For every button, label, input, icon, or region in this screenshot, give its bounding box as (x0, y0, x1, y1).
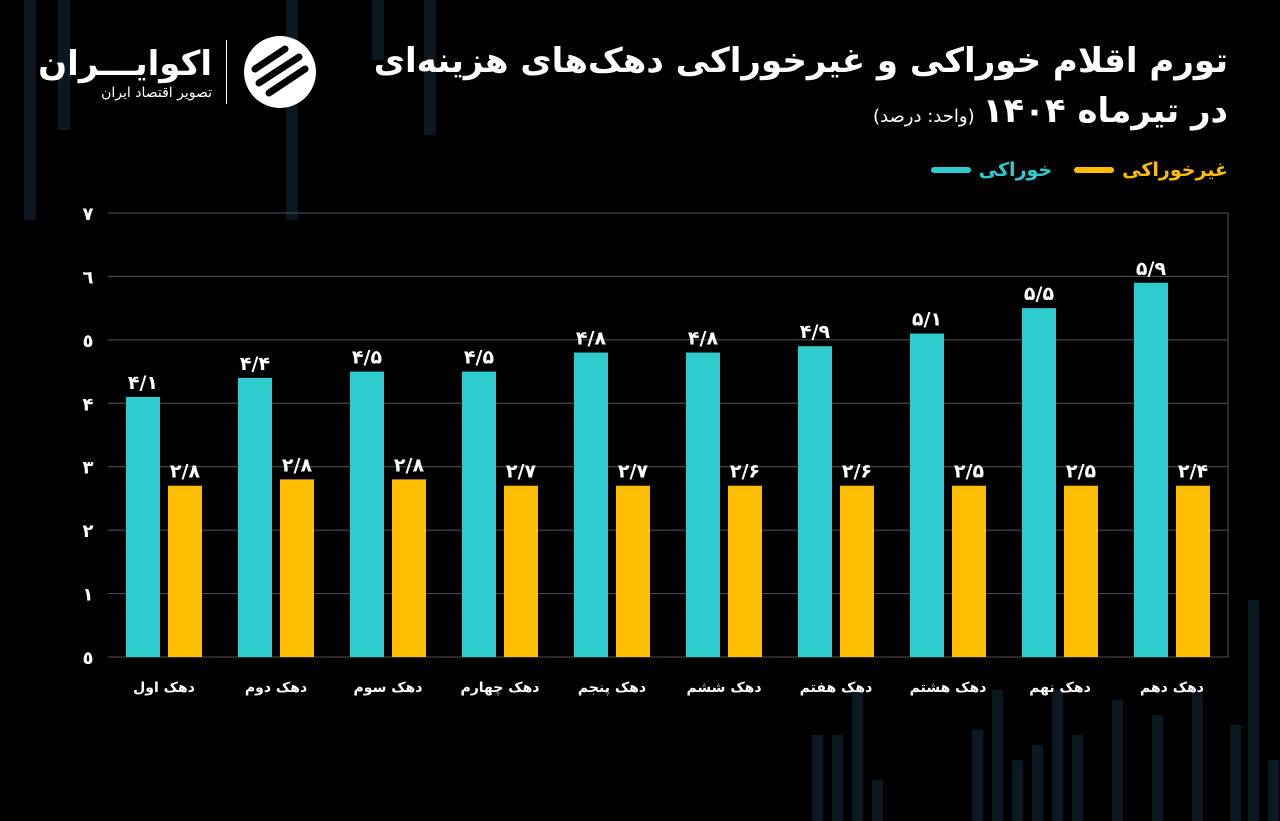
legend-item-nonfood: غیرخوراکی (1074, 159, 1228, 181)
title-line-1: تورم اقلام خوراکی و غیرخوراکی دهک‌های هز… (373, 41, 1228, 81)
bar-food (910, 333, 944, 657)
bar-nonfood (504, 485, 538, 657)
data-label: ۲/۷ (506, 461, 537, 483)
data-label: ۴/۵ (464, 347, 495, 369)
x-tick-label: دهک اول (133, 680, 195, 696)
data-label: ۲/۷ (618, 461, 649, 483)
x-tick-label: دهک دهم (1140, 680, 1204, 696)
y-tick-label: ۴ (83, 394, 94, 415)
bar-food (798, 346, 832, 657)
legend-swatch-nonfood (1074, 167, 1115, 173)
chart-legend: غیرخوراکی خوراکی (930, 156, 1228, 184)
x-tick-label: دهک هشتم (910, 680, 987, 696)
bar-food (350, 371, 384, 657)
data-label: ۴/۵ (352, 347, 383, 369)
legend-swatch-food (930, 167, 971, 173)
data-label: ۲/۶ (842, 461, 872, 483)
legend-item-food: خوراکی (930, 159, 1053, 181)
bar-nonfood (728, 485, 762, 657)
bar-food (686, 352, 720, 657)
bar-food (462, 371, 496, 657)
bar-food (1022, 308, 1056, 657)
bar-nonfood (1176, 485, 1210, 657)
y-tick-label: ۷ (83, 204, 94, 225)
brand-mark-icon (244, 36, 316, 108)
data-label: ۴/۸ (576, 328, 607, 350)
bar-nonfood (840, 485, 874, 657)
data-label: ۲/۸ (170, 461, 201, 483)
y-tick-label: ۲ (83, 521, 94, 542)
legend-label-nonfood: غیرخوراکی (1122, 159, 1228, 181)
chart-title: تورم اقلام خوراکی و غیرخوراکی دهک‌های هز… (328, 36, 1228, 142)
title-line-2: در تیرماه ۱۴۰۴ (واحد: درصد) (328, 86, 1228, 142)
data-label: ۴/۹ (800, 321, 831, 343)
x-tick-label: دهک دوم (245, 680, 307, 696)
bar-nonfood (616, 485, 650, 657)
brand-divider (226, 40, 227, 104)
x-tick-label: دهک نهم (1029, 680, 1091, 696)
x-tick-label: دهک پنجم (578, 680, 646, 696)
bar-nonfood (168, 485, 202, 657)
bar-nonfood (1064, 485, 1098, 657)
brand-text: اکوایـــران تصویر اقتصاد ایران (38, 43, 212, 101)
bar-food (126, 396, 160, 657)
data-label: ۲/۶ (730, 461, 760, 483)
data-label: ۲/۸ (282, 454, 313, 476)
data-label: ۵/۵ (1024, 283, 1055, 305)
title-unit: (واحد: درصد) (873, 106, 975, 127)
brand-logo: اکوایـــران تصویر اقتصاد ایران (38, 32, 322, 112)
data-label: ۲/۸ (394, 454, 425, 476)
x-tick-label: دهک سوم (354, 680, 423, 696)
y-tick-label: ٥ (83, 331, 94, 352)
brand-tagline: تصویر اقتصاد ایران (101, 85, 212, 101)
bar-nonfood (392, 479, 426, 657)
data-label: ۴/۴ (240, 353, 270, 375)
bar-food (238, 377, 272, 657)
y-tick-label: ۳ (83, 458, 94, 479)
bar-nonfood (280, 479, 314, 657)
data-label: ۴/۸ (688, 328, 719, 350)
legend-label-food: خوراکی (978, 159, 1053, 181)
data-label: ۵/۱ (912, 309, 942, 331)
data-label: ۵/۹ (1136, 258, 1167, 280)
bar-food (574, 352, 608, 657)
data-label: ۲/۴ (1178, 461, 1208, 483)
x-tick-label: دهک ششم (686, 680, 761, 696)
title-line-2-text: در تیرماه ۱۴۰۴ (982, 91, 1228, 131)
y-tick-label: ۱ (83, 585, 94, 606)
x-tick-label: دهک چهارم (460, 680, 539, 696)
brand-name: اکوایـــران (38, 44, 212, 84)
y-tick-label: ٥ (83, 648, 94, 669)
x-tick-label: دهک هفتم (800, 680, 873, 696)
bar-nonfood (952, 485, 986, 657)
data-label: ۲/۵ (954, 461, 985, 483)
data-label: ۲/۵ (1066, 461, 1097, 483)
bar-food (1134, 282, 1168, 657)
y-tick-label: ٦ (83, 267, 94, 288)
data-label: ۴/۱ (128, 372, 158, 394)
